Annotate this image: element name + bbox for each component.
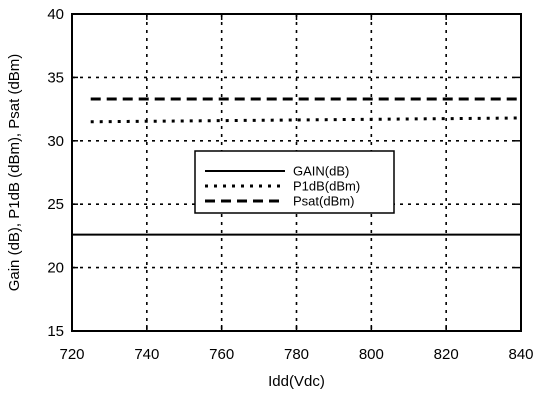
series-line [90, 116, 522, 124]
series-lines [72, 97, 522, 236]
x-tick-label: 740 [134, 346, 159, 363]
x-tick-label: 780 [284, 346, 309, 363]
x-axis-label: Idd(Vdc) [268, 373, 325, 390]
y-axis-label: Gain (dB), P1dB (dBm), Psat (dBm) [6, 54, 23, 292]
y-tick-label: 20 [47, 260, 64, 277]
y-tick-label: 30 [47, 133, 64, 150]
y-tick-label: 25 [47, 196, 64, 213]
x-tick-label: 800 [359, 346, 384, 363]
axis-ticks [71, 13, 522, 332]
x-tick-label: 720 [59, 346, 84, 363]
grid-lines [72, 14, 521, 331]
legend-label: P1dB(dBm) [293, 179, 360, 194]
y-tick-label: 15 [47, 323, 64, 340]
x-tick-label: 820 [434, 346, 459, 363]
y-tick-labels: 15 20 25 30 35 40 [47, 6, 64, 340]
legend-box [194, 150, 395, 214]
y-tick-label: 35 [47, 69, 64, 86]
legend: GAIN(dB)P1dB(dBm)Psat(dBm) [194, 150, 395, 214]
y-tick-label: 40 [47, 6, 64, 23]
legend-label: Psat(dBm) [293, 194, 354, 209]
x-tick-label: 760 [209, 346, 234, 363]
x-tick-labels: 720 740 760 780 800 820 840 [59, 346, 533, 363]
x-tick-label: 840 [508, 346, 533, 363]
legend-label: GAIN(dB) [293, 164, 349, 179]
